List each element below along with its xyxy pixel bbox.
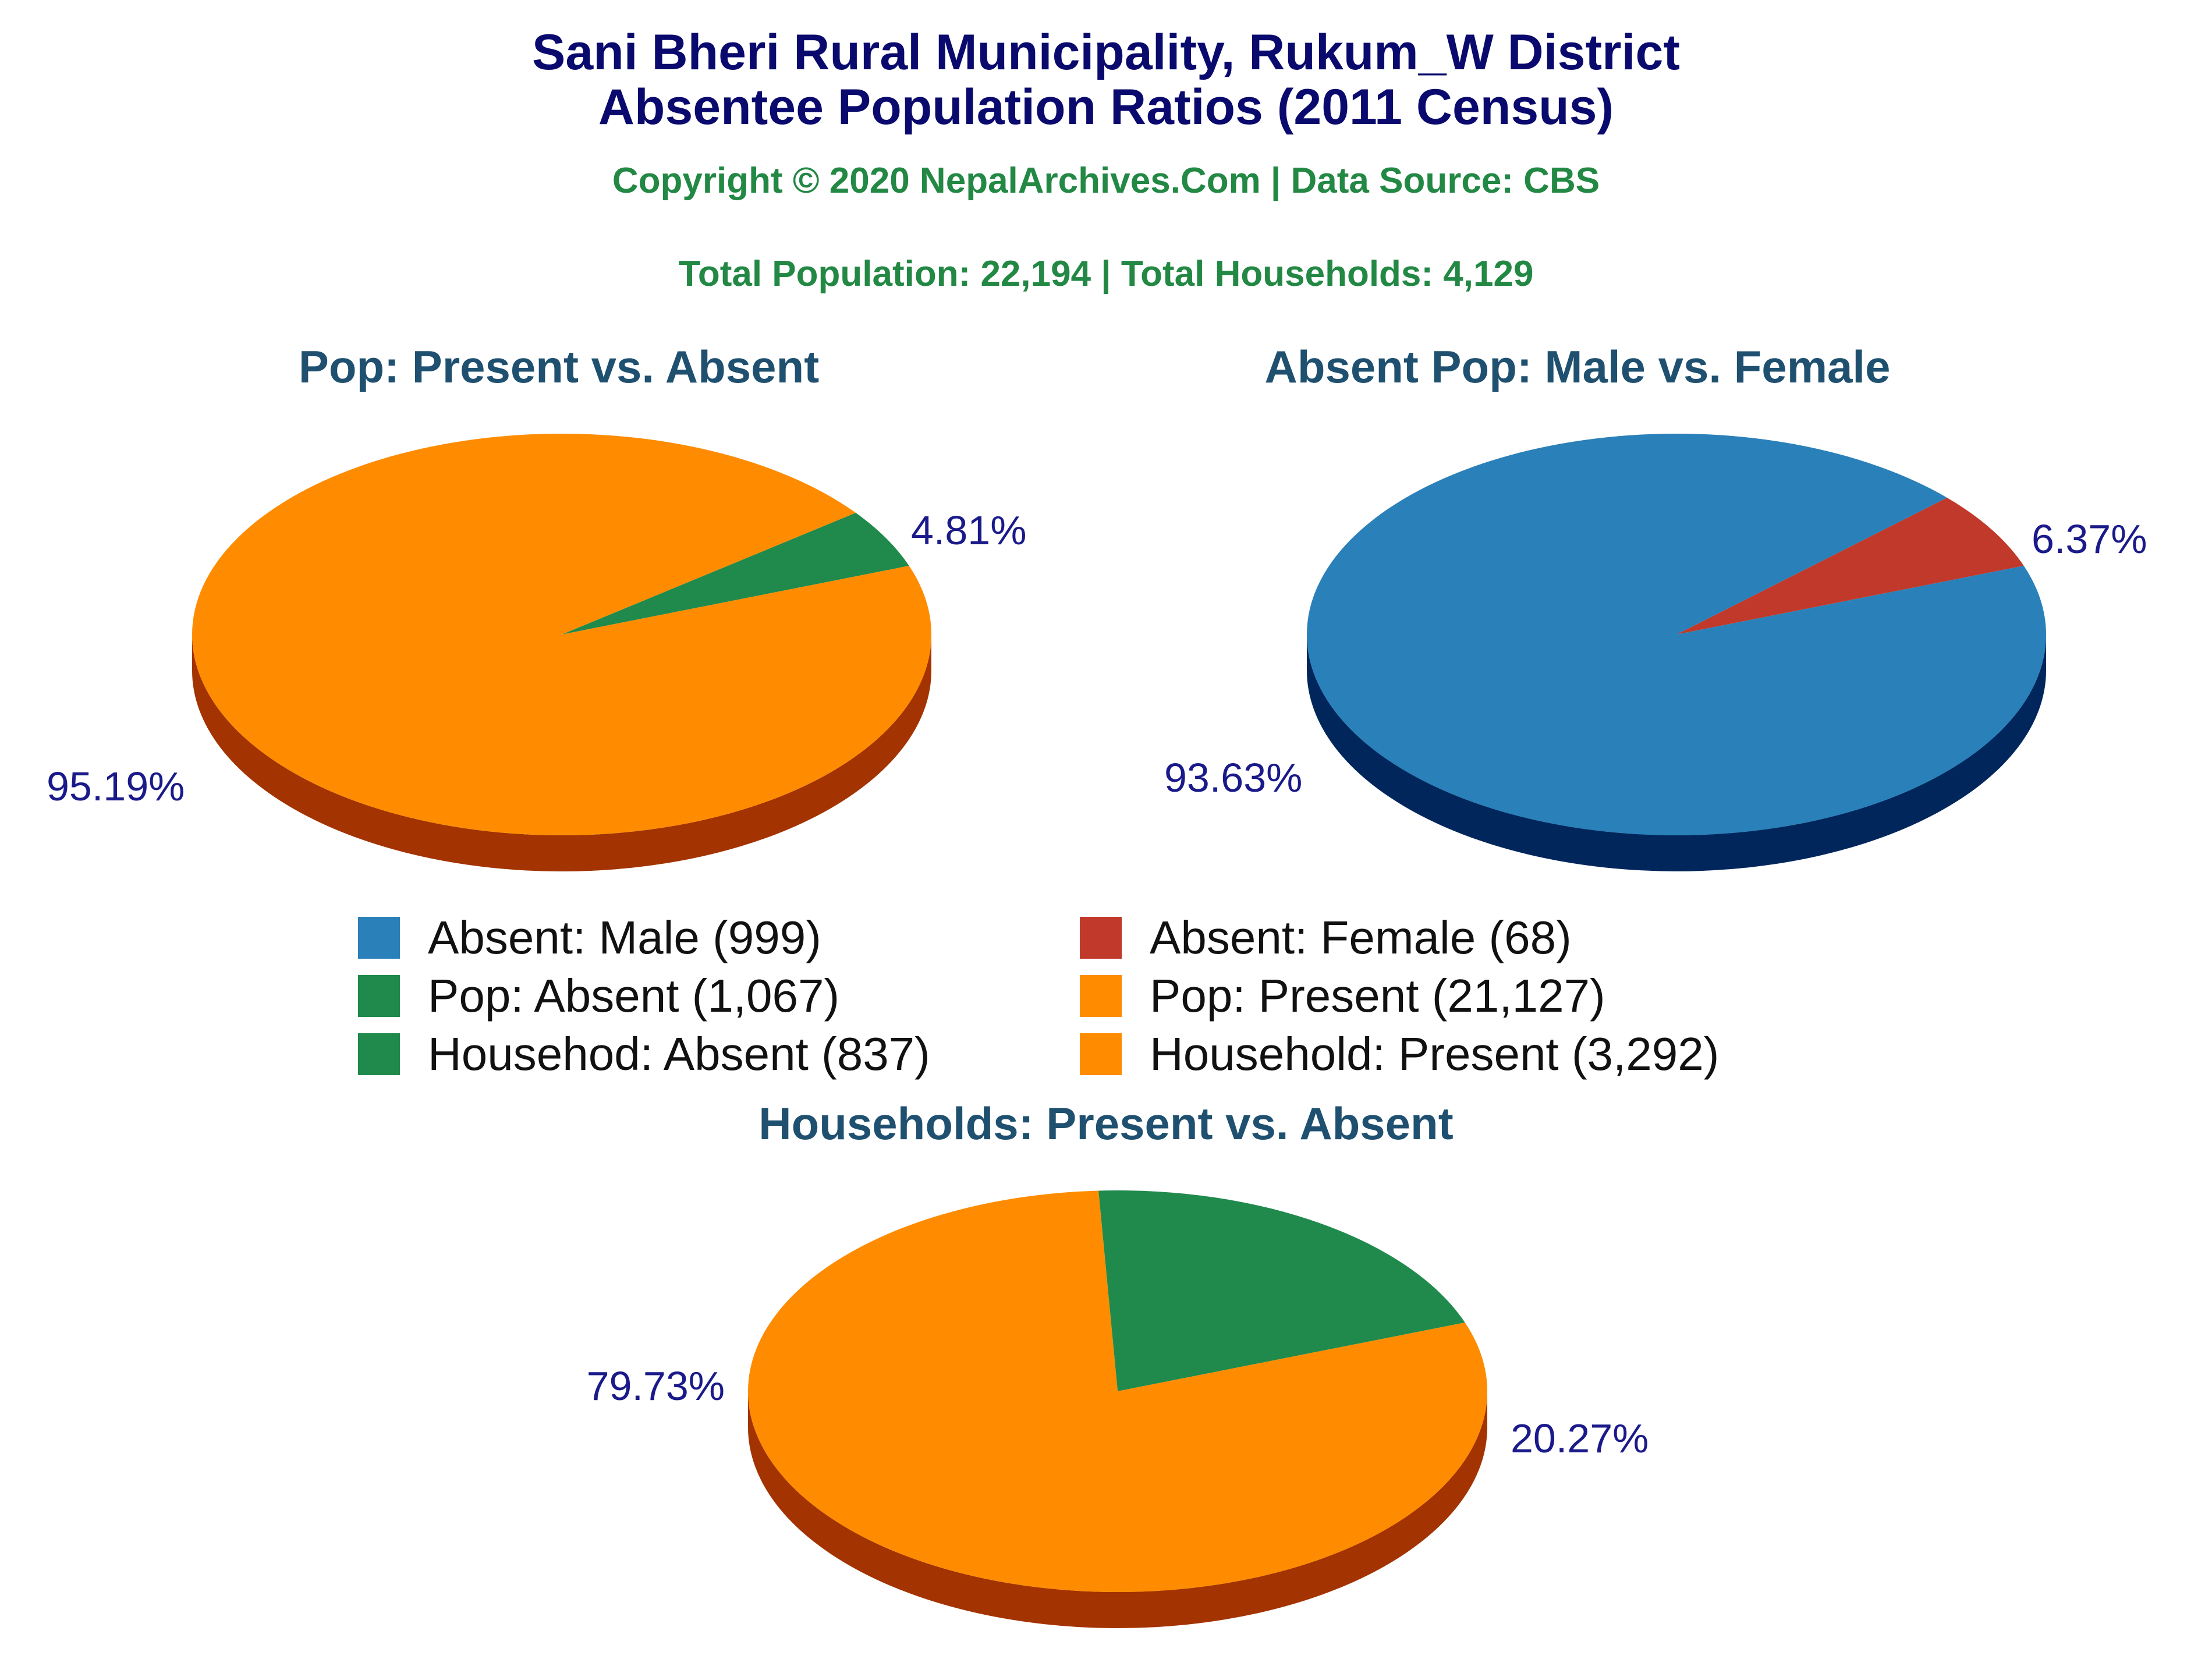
- legend-swatch: [1080, 1033, 1122, 1075]
- pie2-title: Absent Pop: Male vs. Female: [1264, 341, 1891, 392]
- legend-swatch: [358, 1033, 400, 1075]
- legend-item-household-absent: Househod: Absent (837): [358, 1027, 930, 1081]
- pie-3-label-0: 20.27%: [1511, 1416, 1649, 1461]
- legend-label: Absent: Male (999): [428, 912, 821, 963]
- legend-label: Household: Present (3,292): [1150, 1028, 1720, 1080]
- legend-item-pop-present: Pop: Present (21,127): [1080, 969, 1605, 1023]
- legend-swatch: [1080, 917, 1122, 959]
- copyright-note: Copyright © 2020 NepalArchives.Com | Dat…: [612, 161, 1600, 201]
- legend-item-absent-male: Absent: Male (999): [358, 911, 821, 965]
- pie-1-slice-0: [562, 512, 909, 634]
- pie-1-label-1: 95.19%: [47, 764, 185, 809]
- pie-3-side-1: [748, 1391, 1487, 1628]
- legend-label: Pop: Present (21,127): [1150, 970, 1605, 1022]
- pie-1-side-1: [192, 634, 931, 871]
- legend-label: Househod: Absent (837): [428, 1028, 930, 1080]
- pie-1-slice-1: [192, 434, 932, 836]
- legend-swatch: [358, 975, 400, 1017]
- legend-swatch: [358, 917, 400, 959]
- pie-3-label-1: 79.73%: [587, 1363, 725, 1409]
- legend-item-pop-absent: Pop: Absent (1,067): [358, 969, 839, 1023]
- pie-2-label-1: 93.63%: [1164, 755, 1302, 800]
- totals-summary: Total Population: 22,194 | Total Househo…: [678, 254, 1534, 294]
- legend-swatch: [1080, 975, 1122, 1017]
- pie-2-label-0: 6.37%: [2032, 516, 2147, 562]
- legend-item-absent-female: Absent: Female (68): [1080, 911, 1572, 965]
- pie3-title: Households: Present vs. Absent: [758, 1098, 1454, 1149]
- pie-2-slice-1: [1307, 434, 2046, 835]
- pie-3: 20.27% 79.73%: [587, 1190, 1649, 1628]
- pie-2-slice-0: [1676, 497, 2024, 634]
- pie-2: 6.37% 93.63%: [1164, 434, 2147, 871]
- pie-3-slice-1: [748, 1190, 1488, 1593]
- pie-3-slice-0: [1098, 1190, 1465, 1391]
- legend-label: Absent: Female (68): [1150, 912, 1572, 963]
- pie-1: 4.81% 95.19%: [47, 434, 1026, 871]
- chart-title-line2: Absentee Population Ratios (2011 Census): [598, 79, 1614, 135]
- chart-title-line1: Sani Bheri Rural Municipality, Rukum_W D…: [532, 24, 1680, 80]
- legend-item-household-present: Household: Present (3,292): [1080, 1027, 1719, 1081]
- pie-1-label-0: 4.81%: [911, 508, 1026, 553]
- legend-label: Pop: Absent (1,067): [428, 970, 840, 1022]
- pie-2-side-1: [1307, 634, 2046, 871]
- pie1-title: Pop: Present vs. Absent: [298, 341, 820, 392]
